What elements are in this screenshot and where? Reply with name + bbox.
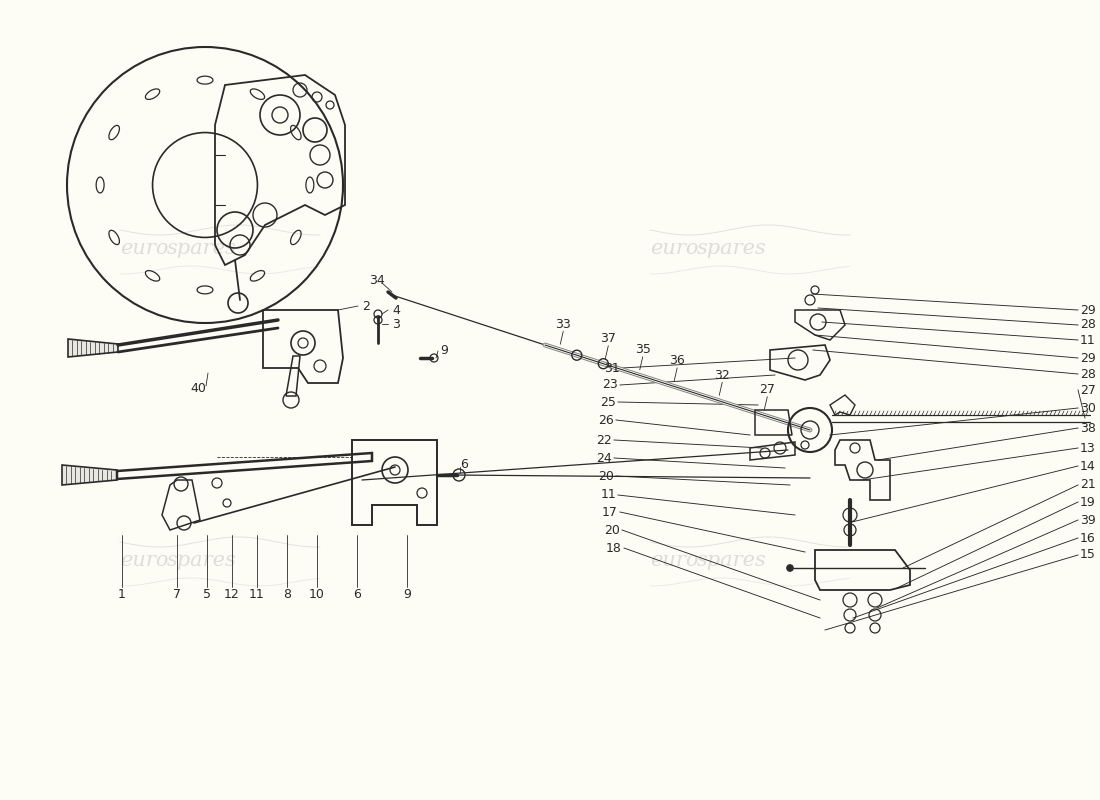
Text: 20: 20 bbox=[604, 523, 620, 537]
Text: spares: spares bbox=[167, 550, 236, 570]
Text: 11: 11 bbox=[601, 489, 616, 502]
Text: 28: 28 bbox=[1080, 318, 1096, 331]
Text: 8: 8 bbox=[283, 589, 292, 602]
Text: 29: 29 bbox=[1080, 351, 1096, 365]
Text: 22: 22 bbox=[596, 434, 612, 446]
Text: 23: 23 bbox=[603, 378, 618, 391]
Text: spares: spares bbox=[697, 550, 767, 570]
Text: 6: 6 bbox=[353, 589, 361, 602]
Polygon shape bbox=[68, 339, 118, 357]
Text: spares: spares bbox=[167, 238, 236, 258]
Text: 30: 30 bbox=[1080, 402, 1096, 414]
Text: 17: 17 bbox=[602, 506, 618, 518]
Text: 35: 35 bbox=[635, 343, 651, 356]
Text: euro: euro bbox=[120, 238, 168, 258]
Text: 18: 18 bbox=[606, 542, 621, 554]
Text: 33: 33 bbox=[556, 318, 571, 330]
Polygon shape bbox=[117, 453, 372, 479]
Text: 14: 14 bbox=[1080, 459, 1096, 473]
Text: euro: euro bbox=[120, 550, 168, 570]
Text: 36: 36 bbox=[669, 354, 685, 367]
Text: 21: 21 bbox=[1080, 478, 1096, 491]
Text: 13: 13 bbox=[1080, 442, 1096, 454]
Text: 3: 3 bbox=[392, 318, 400, 330]
Text: 9: 9 bbox=[403, 589, 411, 602]
Polygon shape bbox=[62, 465, 117, 485]
Text: 38: 38 bbox=[1080, 422, 1096, 434]
Text: 37: 37 bbox=[601, 332, 616, 346]
Text: 10: 10 bbox=[309, 589, 324, 602]
Text: 16: 16 bbox=[1080, 531, 1096, 545]
Text: 26: 26 bbox=[598, 414, 614, 426]
Text: 19: 19 bbox=[1080, 495, 1096, 509]
Text: 28: 28 bbox=[1080, 367, 1096, 381]
Text: 34: 34 bbox=[370, 274, 385, 286]
Text: 31: 31 bbox=[604, 362, 620, 374]
Text: spares: spares bbox=[697, 238, 767, 258]
Text: 25: 25 bbox=[601, 395, 616, 409]
Text: 5: 5 bbox=[204, 589, 211, 602]
Circle shape bbox=[786, 565, 793, 571]
Text: 27: 27 bbox=[1080, 383, 1096, 397]
Text: 4: 4 bbox=[392, 303, 400, 317]
Text: 20: 20 bbox=[598, 470, 614, 482]
Text: 11: 11 bbox=[1080, 334, 1096, 346]
Text: 12: 12 bbox=[224, 589, 240, 602]
Text: 24: 24 bbox=[596, 451, 612, 465]
Text: 11: 11 bbox=[249, 589, 265, 602]
Text: euro: euro bbox=[650, 238, 699, 258]
Text: 7: 7 bbox=[173, 589, 182, 602]
Text: 40: 40 bbox=[190, 382, 206, 394]
Text: 6: 6 bbox=[460, 458, 467, 471]
Text: 39: 39 bbox=[1080, 514, 1096, 526]
Text: 15: 15 bbox=[1080, 549, 1096, 562]
Text: 1: 1 bbox=[118, 589, 125, 602]
Text: 9: 9 bbox=[440, 343, 448, 357]
Text: 27: 27 bbox=[759, 383, 775, 396]
Text: euro: euro bbox=[650, 550, 699, 570]
Text: 29: 29 bbox=[1080, 303, 1096, 317]
Text: 2: 2 bbox=[362, 299, 370, 313]
Text: 32: 32 bbox=[714, 369, 730, 382]
